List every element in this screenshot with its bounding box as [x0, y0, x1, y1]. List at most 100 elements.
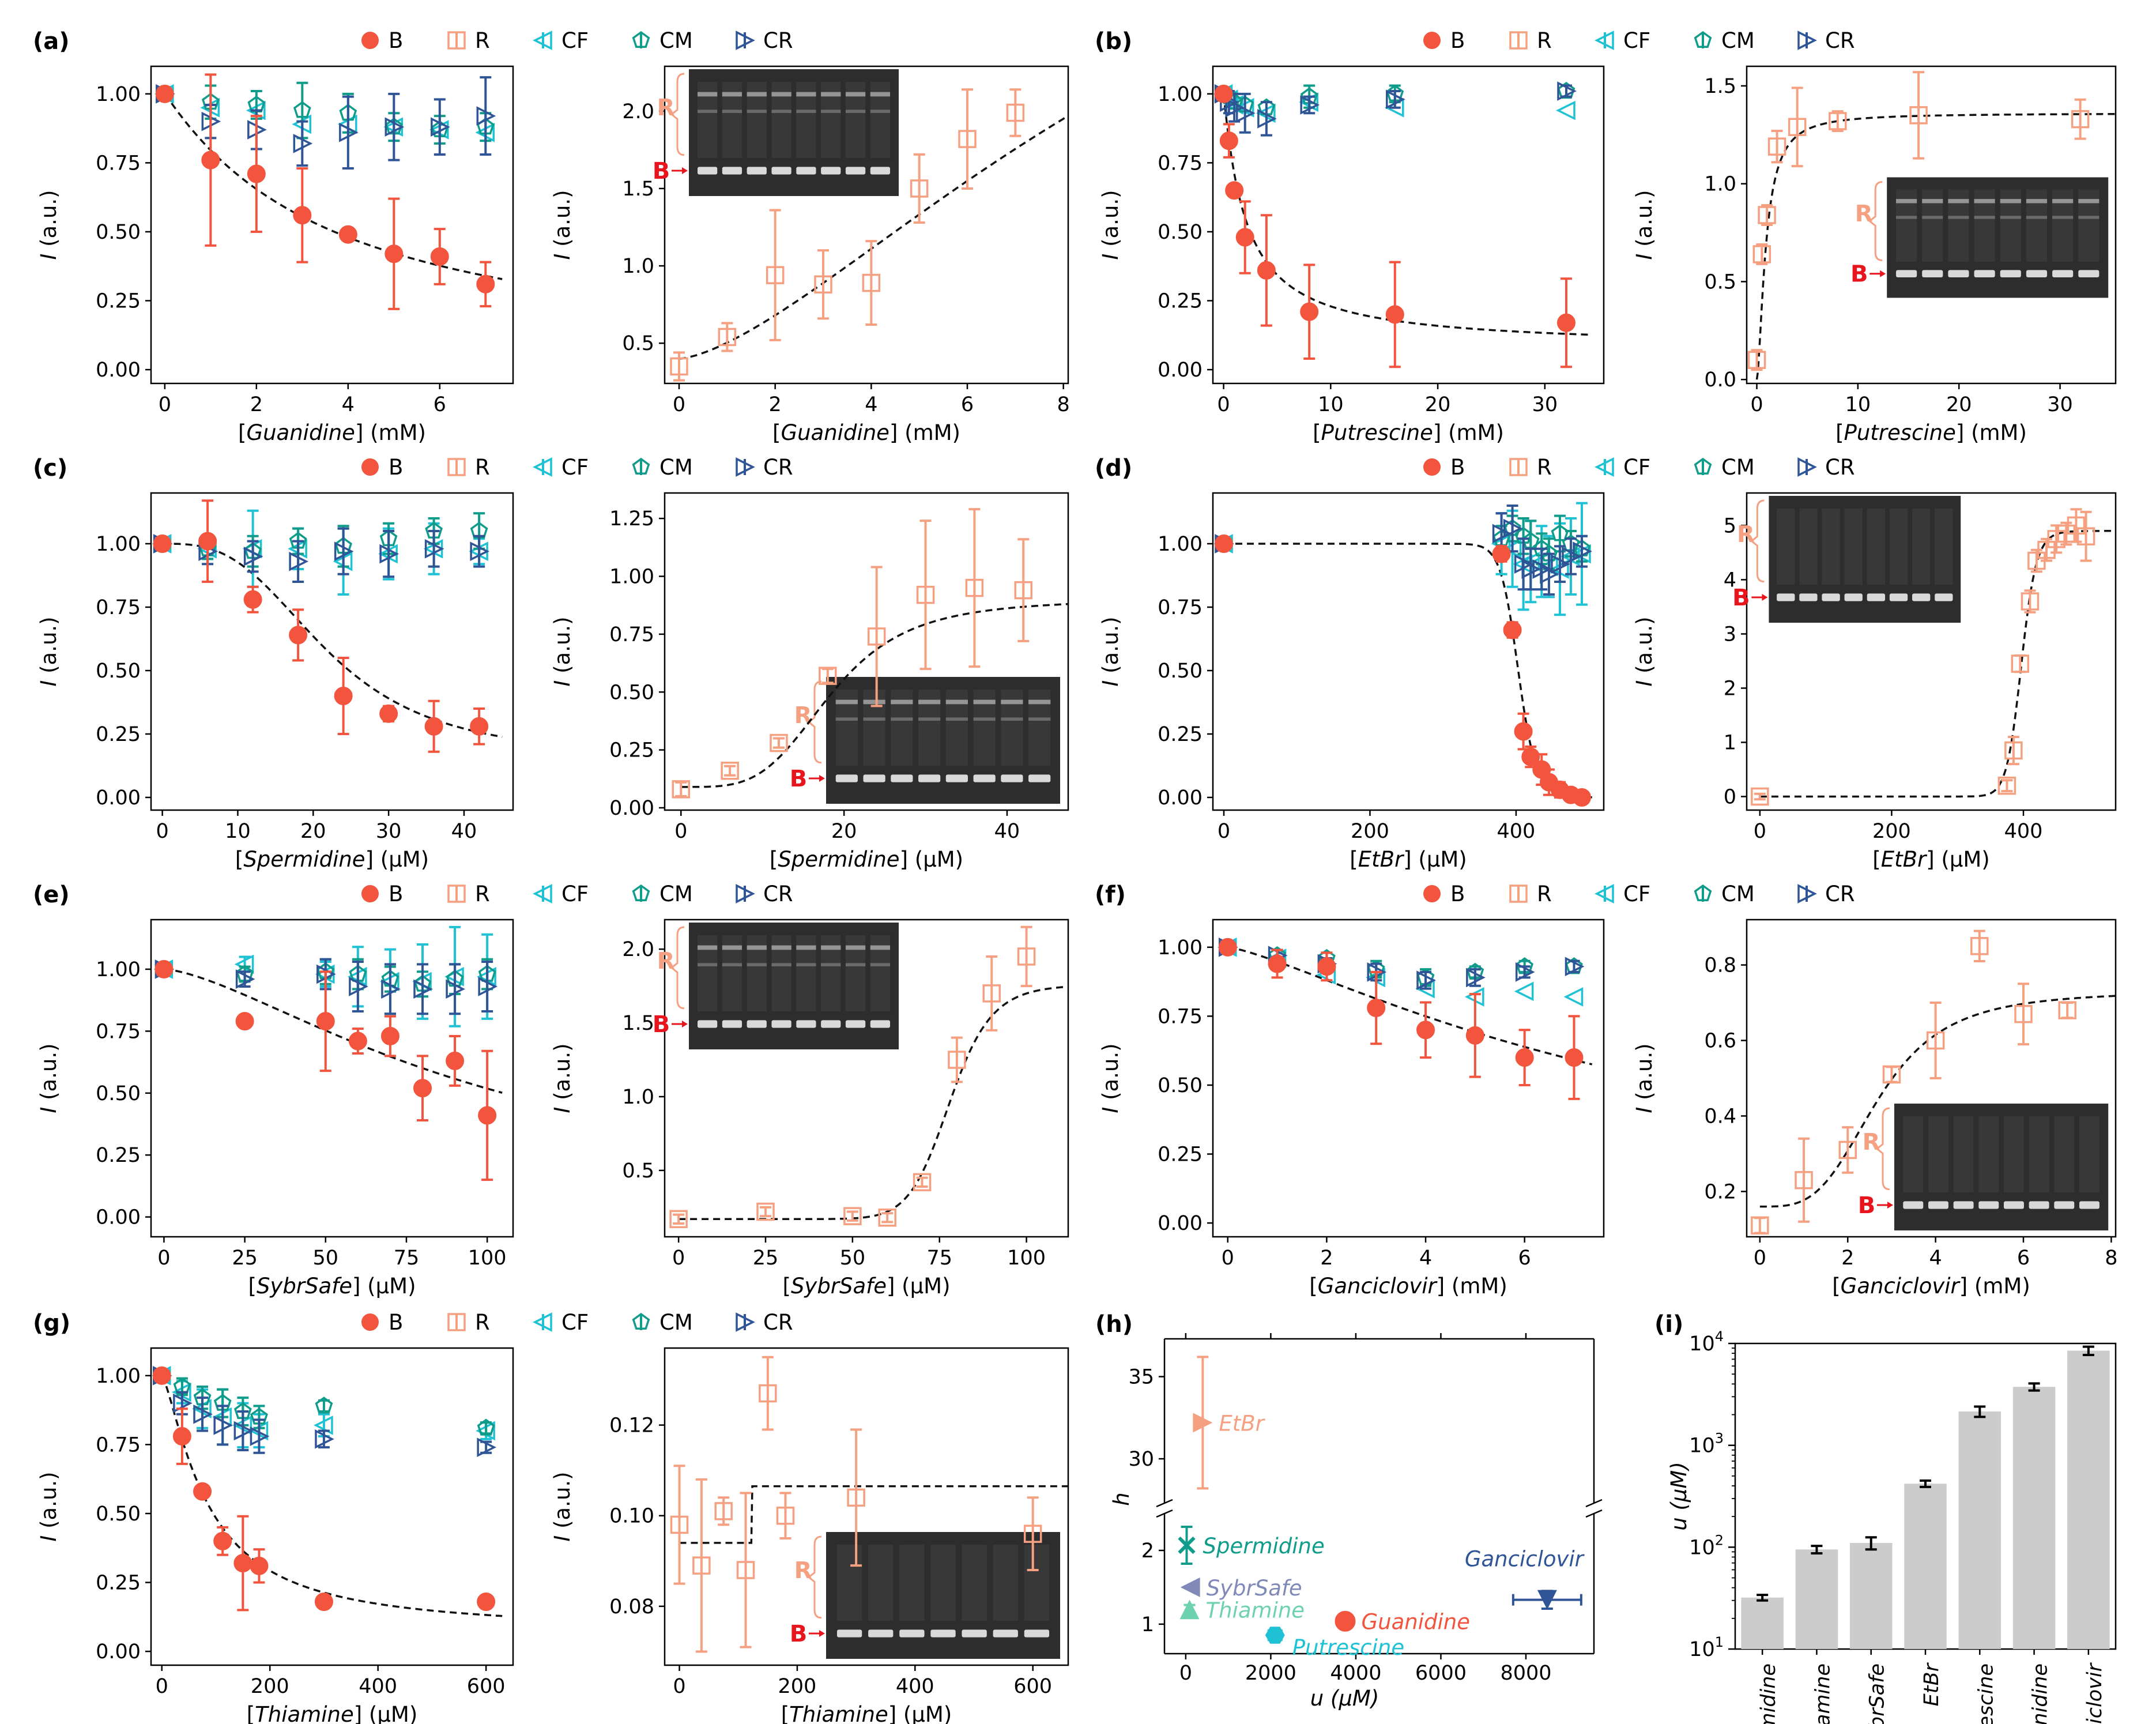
legend-marker [447, 1313, 466, 1331]
data-point [314, 1416, 333, 1435]
legend-label: B [389, 882, 403, 906]
legend-marker [361, 32, 379, 49]
y-tick-label: 0.00 [1158, 359, 1203, 382]
bar-putrescine [1958, 1411, 2002, 1649]
legend-marker [1595, 457, 1614, 477]
legend-marker [736, 457, 755, 477]
gel-band-b [771, 1020, 791, 1028]
gel-band-r [835, 717, 858, 721]
gel-smear [2079, 1116, 2100, 1192]
gel-band-b [796, 1020, 816, 1028]
data-point [1788, 118, 1807, 136]
data-point [424, 717, 443, 736]
gel-label-r: R [657, 948, 675, 974]
gel-band-r [891, 717, 913, 721]
y-tick-label: 1.00 [1158, 83, 1203, 106]
gel-band-r [973, 699, 996, 705]
data-point [910, 179, 929, 198]
y-tick-label: 0.12 [609, 1414, 654, 1437]
data-point [381, 979, 401, 999]
gel-band-b [1001, 774, 1023, 782]
y-tick-label: 1.00 [96, 1365, 141, 1388]
gel-image [1894, 1104, 2109, 1230]
gel-band-r [2052, 199, 2074, 204]
legend-marker [361, 1313, 379, 1331]
data-point [348, 1032, 367, 1051]
gel-band-b [918, 774, 941, 782]
gel-smear [835, 690, 858, 766]
gel-band-b [1028, 774, 1051, 782]
y-tick-label: 1.5 [622, 178, 654, 201]
data-point [430, 247, 449, 266]
point-etbr: EtBr [1193, 1356, 1266, 1490]
gel-band-b [697, 1020, 718, 1028]
y-tick-label: 0.25 [609, 739, 654, 762]
y-axis-label: I (a.u.) [1098, 616, 1123, 686]
y-tick-label: 0 [1724, 785, 1736, 808]
panel-a: (a) B R CF CM CR0 2 4 60.000.250.500.751.00[Guan… [33, 28, 1070, 445]
gel-band-r [863, 699, 885, 705]
data-point [913, 1173, 932, 1192]
gel-smear [2052, 189, 2074, 262]
x-tick-label: 8 [1057, 393, 1070, 416]
gel-smear [1024, 1545, 1050, 1621]
series-b [1215, 534, 1591, 807]
gel-smear [1844, 509, 1863, 585]
plot-frame [1212, 65, 1605, 385]
gel-inset: RB [1732, 496, 1961, 623]
x-tick-label: 6000 [1415, 1662, 1467, 1685]
legend-label: CF [1623, 455, 1650, 480]
data-point [1416, 1021, 1435, 1040]
data-point [154, 959, 174, 978]
gel-band-r [870, 92, 891, 97]
x-tick-label: 600 [467, 1675, 506, 1698]
legend-label: B [389, 28, 403, 53]
data-point [289, 626, 308, 645]
panel-label: (e) [33, 882, 70, 908]
gel-band-b [2052, 270, 2074, 277]
x-tick-label: 20 [300, 820, 326, 843]
y-axis-label: I (a.u.) [1098, 190, 1123, 259]
fit-curve [1759, 530, 2116, 798]
x-tick-label: 0 [1750, 393, 1763, 416]
gel-smear [1922, 189, 1943, 262]
y-axis-label: I (a.u.) [1632, 1043, 1657, 1113]
x-tick-label: 0 [1217, 393, 1230, 416]
data-point [213, 1416, 233, 1435]
legend: B R CF CM CR [1423, 28, 1855, 53]
series-cr [1215, 505, 1592, 596]
x-tick-label: 6 [434, 393, 446, 416]
data-point [198, 532, 217, 551]
axis-break [1585, 1509, 1603, 1518]
y-tick-label: 0.50 [96, 1503, 141, 1526]
data-point [2071, 110, 2090, 129]
gel-smear [918, 690, 941, 766]
gel-band-b [1896, 270, 1917, 277]
fit-curve [162, 543, 503, 738]
gel-smear [1948, 189, 1969, 262]
gel-smear [1978, 1116, 1999, 1192]
y-tick-label: 1.0 [622, 1086, 654, 1109]
x-tick-label: 30 [1532, 393, 1558, 416]
gel-brace [807, 1535, 822, 1619]
gel-band-b [863, 774, 885, 782]
data-point [1257, 261, 1276, 280]
legend-label: CR [1825, 882, 1855, 906]
series-r [669, 925, 1036, 1229]
panel-label: (g) [33, 1310, 70, 1337]
data-point [201, 150, 220, 170]
y-tick-label: 0.50 [609, 681, 654, 704]
point-label: Ganciclovir [1465, 1547, 1585, 1572]
point-label: EtBr [1219, 1411, 1265, 1436]
legend-label: B [389, 1310, 403, 1335]
data-point [1265, 1627, 1285, 1644]
data-point [334, 541, 354, 562]
point-guanidine: Guanidine [1335, 1610, 1470, 1635]
x-axis-label: [Thiamine] (μM) [247, 1702, 418, 1724]
x-tick-label: 8000 [1500, 1662, 1551, 1685]
gel-band-r [1028, 699, 1051, 705]
data-point [1219, 131, 1238, 150]
gel-smear [1903, 1116, 1924, 1192]
gel-arrowhead [682, 167, 688, 174]
